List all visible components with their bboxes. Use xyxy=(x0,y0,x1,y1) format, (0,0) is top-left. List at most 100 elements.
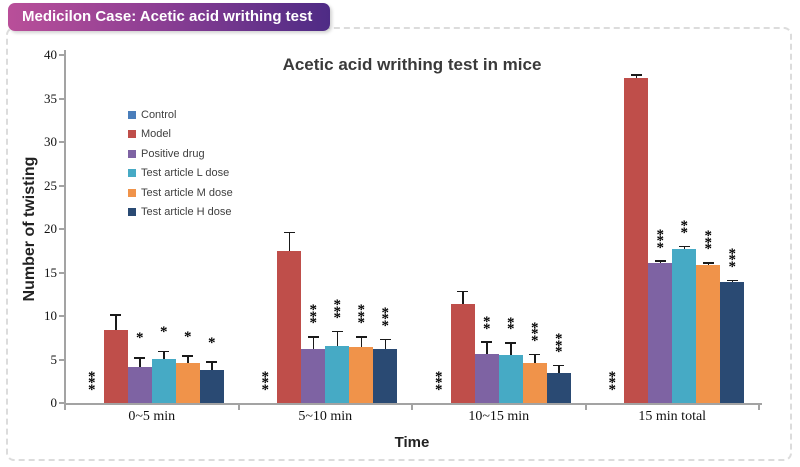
error-bar-whisker xyxy=(336,331,338,346)
y-tick-mark xyxy=(59,54,64,56)
error-bar-cap xyxy=(307,336,319,338)
significance-marker: * xyxy=(184,328,192,345)
x-category-label: 0~5 min xyxy=(128,409,176,424)
legend-swatch-icon xyxy=(128,188,136,197)
significance-marker: * * * xyxy=(531,319,539,349)
bar-test-article-l-dose-15-min-total xyxy=(672,249,697,403)
error-bar-cap xyxy=(331,330,343,333)
y-tick-label: 30 xyxy=(44,134,57,149)
error-bar-cap xyxy=(206,361,218,363)
error-bar-whisker xyxy=(731,280,733,283)
error-bar-cap xyxy=(553,364,565,367)
error-bar-cap xyxy=(505,342,517,344)
bar-test-article-h-dose-15-min-total xyxy=(720,282,745,403)
legend-item-test-article-m-dose: Test article M dose xyxy=(128,183,233,203)
error-bar-cap xyxy=(457,290,469,293)
error-bar-whisker xyxy=(139,357,141,368)
error-bar-cap xyxy=(678,245,690,248)
error-bar-cap xyxy=(726,279,738,282)
significance-marker: * * xyxy=(483,314,491,337)
significance-marker: * * * xyxy=(333,297,342,327)
error-bar-cap xyxy=(654,260,666,262)
significance-marker: * * * xyxy=(261,368,270,398)
significance-marker: * xyxy=(160,324,168,341)
x-tick-mark xyxy=(411,405,413,410)
bar-positive-drug-5-10-min xyxy=(301,349,326,403)
bar-test-article-h-dose-0-5-min xyxy=(199,369,224,403)
significance-marker: * * * xyxy=(656,226,665,256)
error-bar-whisker xyxy=(115,315,117,330)
y-tick-mark xyxy=(59,315,64,317)
x-axis-title: Time xyxy=(394,434,430,451)
error-bar-whisker xyxy=(187,356,189,363)
error-bar-whisker xyxy=(211,362,213,370)
bar-model-0-5-min xyxy=(103,329,128,403)
y-tick-mark xyxy=(59,184,64,187)
error-bar-whisker xyxy=(659,261,661,263)
legend-swatch-icon xyxy=(128,169,136,178)
y-tick-mark xyxy=(59,271,64,274)
y-tick-label: 5 xyxy=(50,351,58,367)
significance-marker: * xyxy=(208,334,216,351)
y-tick-label: 0 xyxy=(50,395,58,410)
bar-test-article-l-dose-5-10-min xyxy=(325,345,350,403)
bar-test-article-h-dose-5-10-min xyxy=(373,349,398,403)
legend-label: Test article H dose xyxy=(141,206,232,219)
error-bar-whisker xyxy=(683,246,685,249)
legend-label: Test article M dose xyxy=(141,186,233,199)
significance-marker: * * xyxy=(507,314,515,338)
bar-positive-drug-10-15-min xyxy=(474,354,499,403)
error-bar-whisker xyxy=(312,336,314,350)
error-bar-cap xyxy=(702,262,714,264)
y-tick-label: 40 xyxy=(44,47,57,62)
x-axis-line xyxy=(64,403,762,405)
error-bar-whisker xyxy=(462,291,464,304)
header-badge: Medicilon Case: Acetic acid writhing tes… xyxy=(8,3,331,31)
error-bar-whisker xyxy=(510,342,512,356)
bar-test-article-m-dose-5-10-min xyxy=(349,347,374,403)
y-tick-label: 15 xyxy=(44,264,57,280)
bar-test-article-m-dose-10-15-min xyxy=(522,362,547,403)
error-bar-whisker xyxy=(360,336,362,348)
legend-swatch-icon xyxy=(128,208,136,217)
error-bar-whisker xyxy=(486,342,488,355)
error-bar-cap xyxy=(355,336,367,338)
legend-label: Test article L dose xyxy=(141,167,230,180)
error-bar-cap xyxy=(110,314,122,316)
error-bar-whisker xyxy=(163,351,165,359)
error-bar-cap xyxy=(529,353,541,356)
significance-marker: * * * xyxy=(555,331,563,361)
error-bar-cap xyxy=(283,231,295,234)
y-tick-mark xyxy=(59,402,64,404)
x-tick-mark xyxy=(758,405,760,410)
bar-test-article-m-dose-15-min-total xyxy=(696,264,721,403)
x-category-label: 5~10 min xyxy=(298,409,353,424)
x-tick-mark xyxy=(64,405,66,410)
significance-marker: * * * xyxy=(357,302,366,332)
error-bar-whisker xyxy=(288,232,290,251)
bar-positive-drug-0-5-min xyxy=(127,367,152,403)
bar-test-article-m-dose-0-5-min xyxy=(175,362,200,403)
bar-positive-drug-15-min-total xyxy=(648,262,673,403)
error-bar-cap xyxy=(379,338,391,341)
chart-title: Acetic acid writhing test in mice xyxy=(282,55,542,74)
error-bar-whisker xyxy=(384,339,386,350)
error-bar-cap xyxy=(630,74,642,76)
legend-swatch-icon xyxy=(128,110,136,119)
bar-model-15-min-total xyxy=(624,77,649,403)
y-tick-mark xyxy=(59,228,64,230)
significance-marker: * * * xyxy=(608,368,617,398)
legend-label: Control xyxy=(141,108,177,121)
bar-test-article-l-dose-0-5-min xyxy=(151,358,176,403)
error-bar-cap xyxy=(134,357,146,359)
y-tick-label: 10 xyxy=(44,308,57,323)
legend-label: Model xyxy=(141,128,171,141)
legend-item-test-article-h-dose: Test article H dose xyxy=(128,203,233,223)
y-axis-line xyxy=(64,50,66,405)
legend-item-control: Control xyxy=(128,105,233,125)
bar-test-article-h-dose-10-15-min xyxy=(546,372,571,403)
significance-marker: * * * xyxy=(704,228,713,258)
significance-marker: * * * xyxy=(381,304,390,334)
error-bar-whisker xyxy=(707,262,709,265)
